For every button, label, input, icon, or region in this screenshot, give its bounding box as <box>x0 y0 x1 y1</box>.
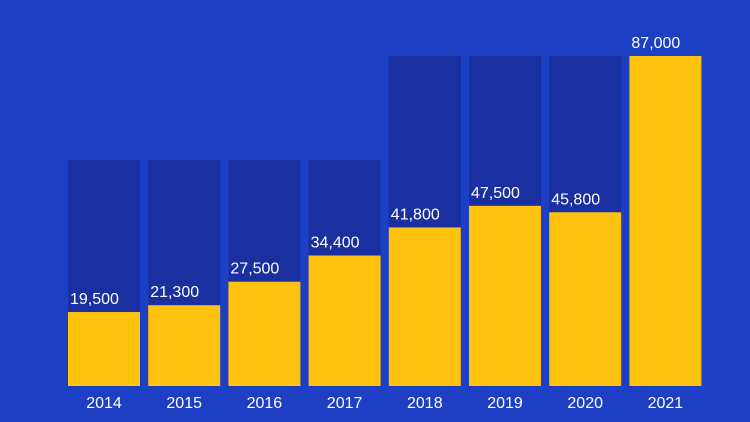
value-label-2016: 27,500 <box>230 261 279 278</box>
tick-label-2015: 2015 <box>166 395 202 412</box>
tick-label-2019: 2019 <box>487 395 523 412</box>
bar-2020 <box>549 212 622 386</box>
value-label-2020: 45,800 <box>551 191 600 208</box>
bar-2021 <box>629 56 702 386</box>
tick-label-2017: 2017 <box>327 395 363 412</box>
tick-label-2021: 2021 <box>648 395 684 412</box>
x-axis-tick-labels: 2014 2015 2016 2017 2018 2019 2020 2021 <box>86 395 683 412</box>
bar-2016 <box>228 281 301 386</box>
bar-2015 <box>148 305 221 386</box>
value-label-2015: 21,300 <box>150 284 199 301</box>
tick-label-2014: 2014 <box>86 395 122 412</box>
bar-2017 <box>308 255 381 386</box>
value-label-2019: 47,500 <box>471 185 520 202</box>
value-label-2017: 34,400 <box>311 235 360 252</box>
value-label-2014: 19,500 <box>70 291 119 308</box>
value-label-2018: 41,800 <box>391 206 440 223</box>
tick-label-2016: 2016 <box>247 395 283 412</box>
bar-2019 <box>469 205 541 386</box>
tick-label-2020: 2020 <box>567 395 603 412</box>
value-label-2021: 87,000 <box>631 35 680 52</box>
bars <box>68 56 702 386</box>
bar-2018 <box>388 227 461 386</box>
bar-2014 <box>68 312 140 386</box>
tick-label-2018: 2018 <box>407 395 443 412</box>
value-labels: 19,500 21,300 27,500 34,400 41,800 47,500 45,8… <box>70 35 680 308</box>
